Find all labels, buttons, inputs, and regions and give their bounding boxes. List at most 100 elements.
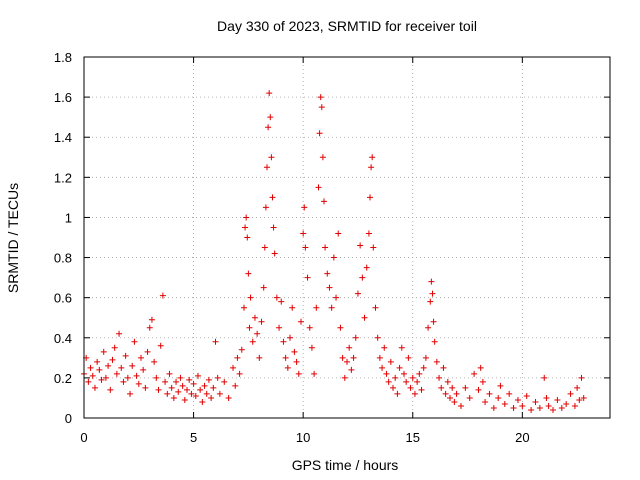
data-point [234, 354, 241, 361]
data-point [422, 354, 429, 361]
data-point [301, 204, 308, 211]
data-point [374, 334, 381, 341]
data-point [337, 324, 344, 331]
data-point [379, 364, 386, 371]
data-point [269, 194, 276, 201]
data-point [188, 390, 195, 397]
data-point [116, 330, 123, 337]
data-point [361, 314, 368, 321]
data-point [212, 338, 219, 345]
data-point [197, 386, 204, 393]
data-point [243, 214, 250, 221]
data-point [315, 184, 322, 191]
data-point [543, 394, 550, 401]
data-point [129, 362, 136, 369]
data-point [293, 358, 300, 365]
data-point [302, 244, 309, 251]
data-point [225, 394, 232, 401]
data-point [98, 376, 105, 383]
data-point [304, 274, 311, 281]
data-point [142, 384, 149, 391]
data-point [414, 378, 421, 385]
data-point [186, 376, 193, 383]
data-point [166, 370, 173, 377]
data-point [251, 314, 258, 321]
data-point [109, 356, 116, 363]
data-point [385, 378, 392, 385]
grid [84, 57, 610, 418]
data-point [287, 334, 294, 341]
data-point [173, 378, 180, 385]
data-point [270, 224, 277, 231]
data-point [201, 382, 208, 389]
data-point [341, 374, 348, 381]
data-point [153, 374, 160, 381]
data-point [554, 396, 561, 403]
data-point [392, 374, 399, 381]
data-point [89, 372, 96, 379]
data-point [244, 234, 251, 241]
data-point [306, 324, 313, 331]
data-point [320, 198, 327, 205]
data-point [311, 370, 318, 377]
data-point [396, 364, 403, 371]
data-point [506, 390, 513, 397]
data-point [580, 394, 587, 401]
data-point [457, 402, 464, 409]
data-point [387, 358, 394, 365]
data-point [157, 342, 164, 349]
data-point [369, 154, 376, 161]
y-tick-label: 1 [65, 210, 72, 225]
data-point [242, 224, 249, 231]
data-point [107, 386, 114, 393]
data-point [405, 354, 412, 361]
data-point [447, 394, 454, 401]
data-point [350, 354, 357, 361]
data-point [192, 392, 199, 399]
data-point [354, 290, 361, 297]
data-point [308, 344, 315, 351]
data-point [247, 294, 254, 301]
data-point [273, 294, 280, 301]
data-point [280, 338, 287, 345]
data-point [427, 298, 434, 305]
data-point [490, 404, 497, 411]
data-point [85, 378, 92, 385]
y-tick-label: 0.4 [54, 331, 72, 346]
data-point [541, 374, 548, 381]
data-point [100, 348, 107, 355]
data-point [148, 316, 155, 323]
y-tick-label: 1.8 [54, 50, 72, 65]
data-point [416, 370, 423, 377]
data-point [403, 378, 410, 385]
data-point [300, 230, 307, 237]
data-point [205, 376, 212, 383]
data-point [120, 378, 127, 385]
data-point [444, 378, 451, 385]
x-tick-label: 15 [406, 430, 420, 445]
data-point [486, 390, 493, 397]
x-tick-label: 10 [296, 430, 310, 445]
data-point [372, 304, 379, 311]
data-point [453, 390, 460, 397]
data-point [438, 384, 445, 391]
data-point [262, 204, 269, 211]
data-point [363, 264, 370, 271]
data-point [563, 400, 570, 407]
data-point [246, 324, 253, 331]
x-tick-label: 5 [190, 430, 197, 445]
data-point [168, 384, 175, 391]
data-point [475, 386, 482, 393]
data-point [127, 390, 134, 397]
data-point [297, 318, 304, 325]
data-point [335, 230, 342, 237]
data-point [111, 344, 118, 351]
x-tick-label: 0 [80, 430, 87, 445]
x-tick-label: 20 [515, 430, 529, 445]
data-point [471, 370, 478, 377]
data-point [442, 390, 449, 397]
data-point [102, 374, 109, 381]
data-point [425, 324, 432, 331]
data-point [390, 384, 397, 391]
data-point [265, 124, 272, 131]
